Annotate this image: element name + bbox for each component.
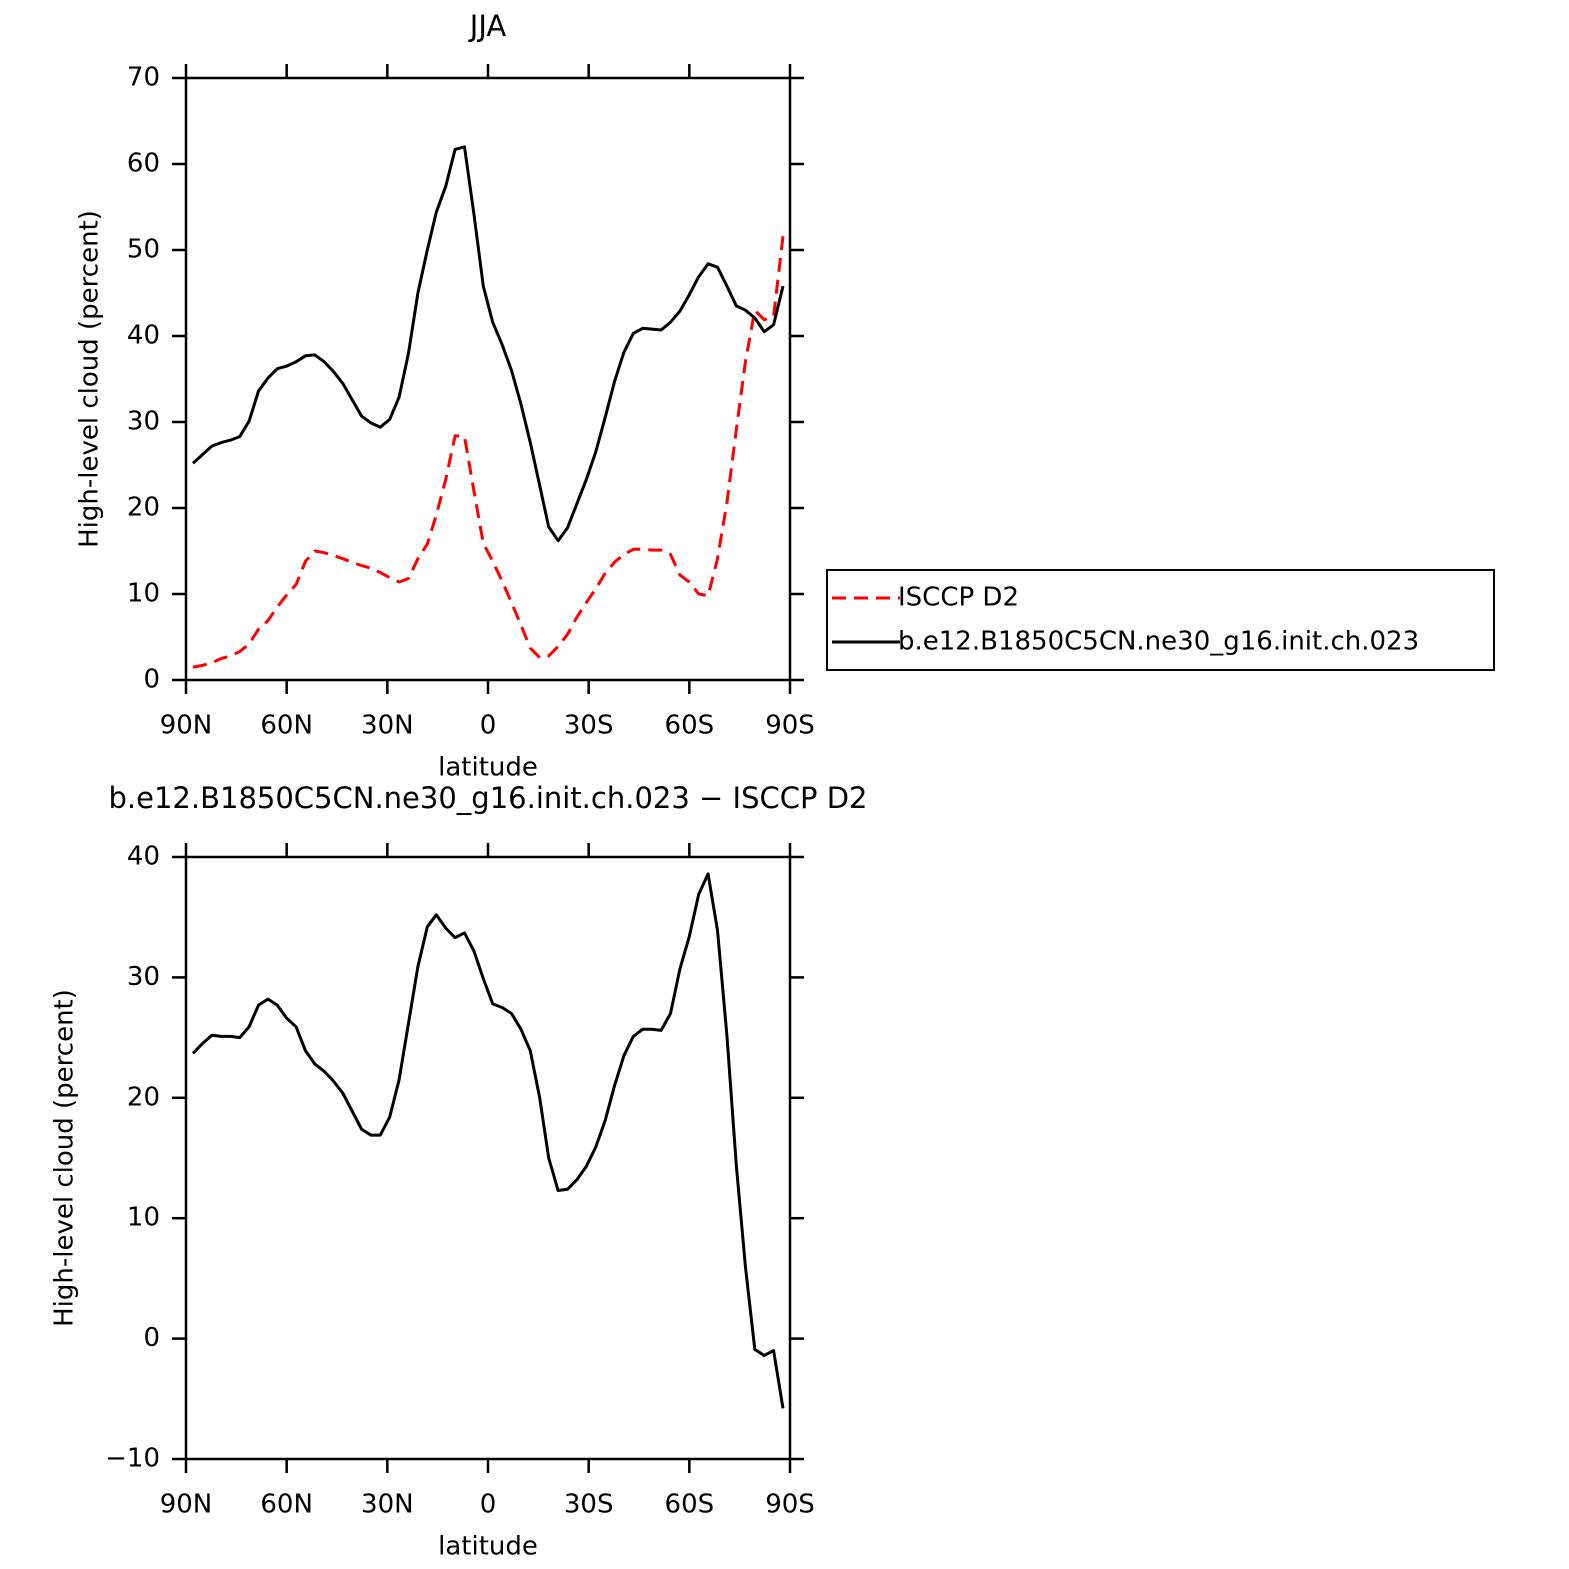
x-tick-label: 60N — [260, 711, 313, 741]
legend-box — [826, 569, 1495, 671]
y-tick-label: 30 — [127, 962, 160, 992]
data-line — [191, 145, 785, 543]
chart-title: JJA — [468, 9, 507, 43]
plot-frame — [184, 76, 792, 682]
y-tick-label: 20 — [127, 1082, 160, 1112]
x-tick-label: 60N — [260, 1490, 313, 1520]
y-tick-label: −10 — [105, 1444, 160, 1474]
y-tick-label: 40 — [127, 321, 160, 351]
chart-title: b.e12.B1850C5CN.ne30_g16.init.ch.023 − I… — [109, 781, 868, 815]
y-axis-label: High-level cloud (percent) — [75, 210, 105, 548]
x-tick-label: 60S — [665, 711, 715, 741]
x-tick-label: 30N — [361, 1490, 414, 1520]
x-tick-label: 0 — [480, 1490, 497, 1520]
legend-label: b.e12.B1850C5CN.ne30_g16.init.ch.023 — [898, 627, 1419, 657]
y-axis-label: High-level cloud (percent) — [50, 989, 80, 1327]
x-tick-label: 90N — [160, 1490, 213, 1520]
x-tick-label: 0 — [480, 711, 497, 741]
x-axis-label: latitude — [438, 753, 538, 783]
x-axis-label: latitude — [438, 1532, 538, 1562]
y-tick-label: 50 — [127, 235, 160, 265]
legend-label: ISCCP D2 — [898, 583, 1019, 613]
y-tick-label: 0 — [143, 665, 160, 695]
x-tick-label: 30S — [564, 711, 614, 741]
x-tick-label: 30S — [564, 1490, 614, 1520]
data-line — [191, 872, 785, 1409]
y-tick-label: 40 — [127, 842, 160, 872]
y-tick-label: 20 — [127, 493, 160, 523]
x-tick-label: 90S — [765, 1490, 815, 1520]
y-tick-label: 30 — [127, 407, 160, 437]
plot-frame — [184, 855, 792, 1461]
x-tick-label: 30N — [361, 711, 414, 741]
data-line — [192, 236, 785, 669]
y-tick-label: 0 — [143, 1323, 160, 1353]
y-tick-label: 70 — [127, 63, 160, 93]
y-tick-label: 10 — [127, 1203, 160, 1233]
x-tick-label: 90S — [765, 711, 815, 741]
x-tick-label: 90N — [160, 711, 213, 741]
x-tick-label: 60S — [665, 1490, 715, 1520]
y-tick-label: 60 — [127, 149, 160, 179]
y-tick-label: 10 — [127, 579, 160, 609]
